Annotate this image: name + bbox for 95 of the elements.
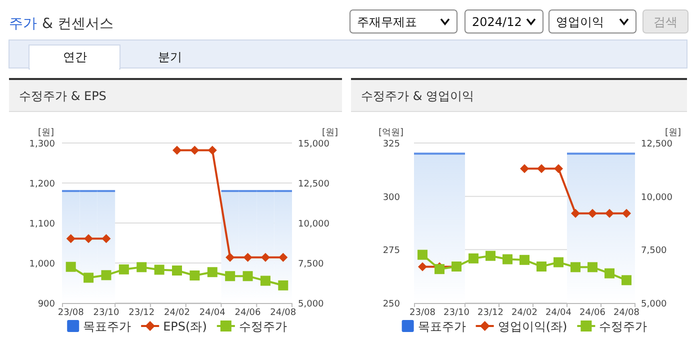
point (622, 275, 632, 286)
x-tick-label: 24/08 (614, 308, 640, 318)
point (154, 264, 164, 275)
point (190, 270, 200, 280)
legend-label: EPS(좌) (163, 320, 207, 334)
x-tick-label: 23/08 (410, 308, 436, 318)
y2-tick-label: 10,000 (641, 192, 673, 203)
point (278, 252, 288, 262)
point (554, 257, 564, 268)
y2-tick-label: 15,000 (298, 140, 330, 150)
point (243, 252, 252, 262)
x-tick-label: 23/12 (128, 308, 155, 318)
y-tick-label: 325 (382, 140, 400, 150)
legend-label: 수정주가 (238, 320, 287, 334)
point (605, 208, 614, 218)
y2-tick-label: 10,000 (298, 220, 330, 230)
text: 주가 (9, 16, 37, 32)
y-tick-label: 1,200 (29, 180, 56, 190)
point (537, 164, 546, 174)
text: 주재무제표 (357, 15, 417, 29)
point (570, 262, 580, 272)
point (208, 146, 217, 155)
point (66, 262, 76, 272)
text: & 컨센서스 (42, 16, 114, 32)
point (172, 266, 182, 276)
y-tick-label: 300 (382, 192, 400, 203)
point (486, 250, 496, 261)
y-axis-title: [억원] (378, 128, 404, 138)
x-tick-label: 24/06 (234, 308, 262, 318)
point (588, 208, 597, 218)
point (66, 234, 76, 244)
y2-axis-title: [원] (664, 128, 682, 138)
point (571, 208, 580, 218)
legend-label: 영업이익(좌) (498, 320, 568, 334)
point (588, 262, 598, 272)
text: 분기 (158, 50, 182, 64)
point (207, 267, 218, 278)
x-tick-label: 23/12 (478, 308, 504, 318)
y-tick-label: 275 (382, 246, 400, 256)
point (172, 146, 182, 155)
point (136, 262, 147, 272)
y-tick-label: 1,100 (29, 220, 56, 230)
legend-label: 목표주가 (418, 320, 466, 334)
x-tick-label: 24/04 (199, 308, 226, 318)
point (278, 280, 288, 290)
text: 2024/12 (472, 15, 522, 29)
chart-title: 수정주가 & 영업이익 (361, 89, 474, 103)
y-tick-label: 1,300 (29, 140, 56, 150)
y-tick-label: 250 (382, 300, 400, 310)
y2-tick-label: 5,000 (641, 300, 668, 310)
x-tick-label: 24/02 (164, 308, 190, 318)
point (554, 164, 563, 174)
y2-tick-label: 7,500 (641, 246, 668, 256)
point (622, 208, 631, 218)
point (536, 262, 546, 272)
text: 영업이익 (556, 15, 604, 29)
point (604, 268, 614, 278)
point (434, 264, 444, 274)
point (190, 146, 200, 155)
x-tick-label: 24/04 (546, 308, 572, 318)
x-tick-label: 24/02 (512, 308, 538, 318)
x-tick-label: 24/08 (270, 308, 296, 318)
point (520, 164, 529, 174)
point (520, 254, 530, 265)
point (468, 253, 478, 264)
y2-tick-label: 7,500 (298, 260, 324, 270)
y2-tick-label: 12,500 (641, 140, 673, 150)
legend-label: 목표주가 (83, 320, 132, 334)
point (102, 234, 111, 244)
y-tick-label: 900 (38, 300, 56, 310)
point (101, 270, 112, 280)
point (118, 264, 129, 274)
point (225, 271, 236, 282)
point (260, 276, 270, 286)
y2-tick-label: 5,000 (298, 300, 324, 310)
point (84, 234, 94, 244)
text: 검색 (654, 15, 678, 29)
point (242, 271, 253, 282)
x-tick-label: 23/10 (93, 308, 120, 318)
chart-title: 수정주가 & EPS (19, 89, 106, 103)
y-axis-title: [원] (38, 128, 54, 138)
text: 연간 (63, 50, 87, 64)
x-tick-label: 24/06 (580, 308, 606, 318)
legend-label: 수정주가 (599, 320, 648, 334)
x-tick-label: 23/10 (444, 308, 470, 318)
y-tick-label: 1,000 (29, 260, 56, 270)
y2-axis-title: [원] (322, 128, 338, 138)
point (226, 252, 235, 262)
point (260, 252, 270, 262)
y2-tick-label: 12,500 (298, 180, 330, 190)
point (84, 272, 94, 283)
x-tick-label: 23/08 (58, 308, 84, 318)
point (418, 250, 428, 260)
point (502, 254, 512, 264)
point (418, 262, 427, 272)
